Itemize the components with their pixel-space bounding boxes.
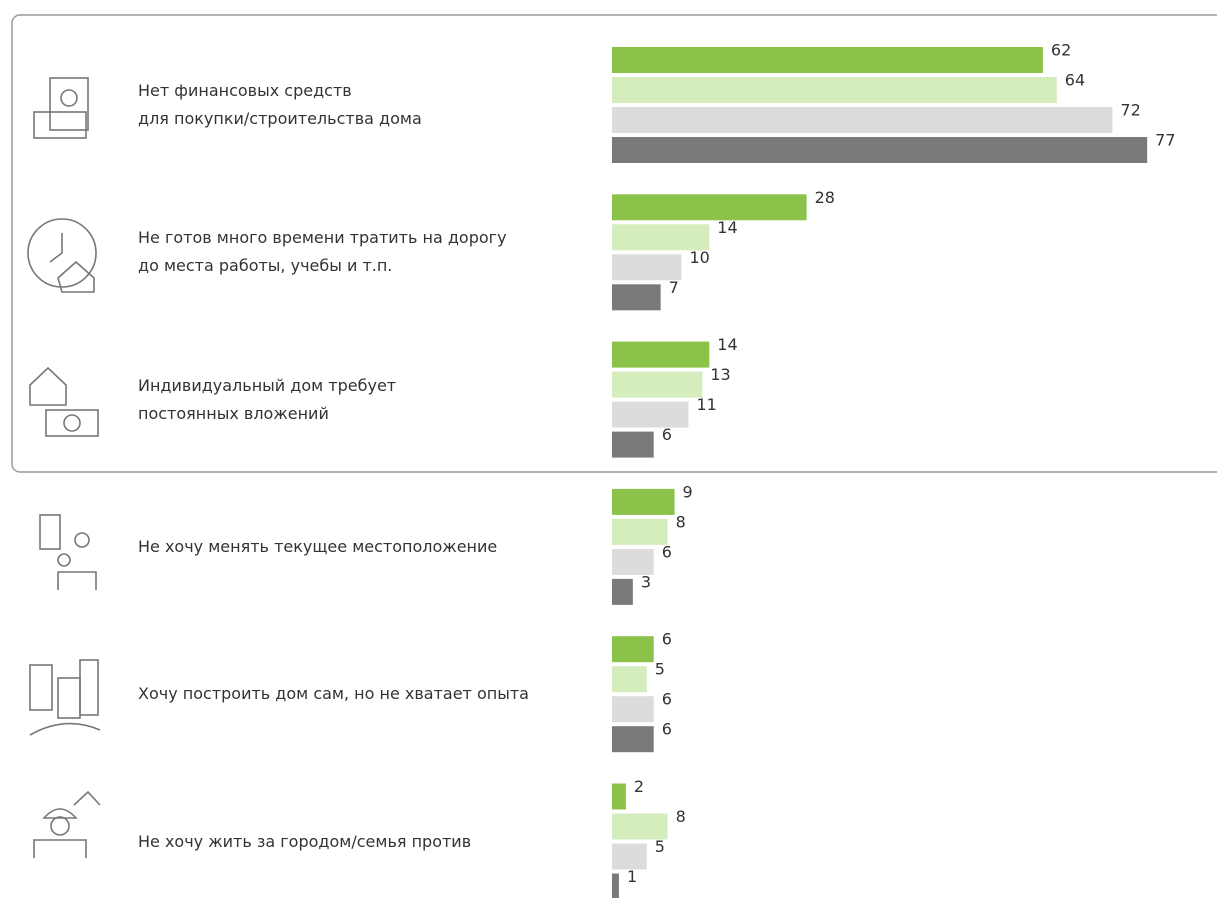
group-frame [11, 14, 1217, 473]
value-label: 6 [662, 720, 672, 739]
bar [612, 284, 661, 311]
bar [612, 813, 668, 840]
value-label: 77 [1155, 131, 1175, 150]
category-label: Не готов много времени тратить на дорогу… [138, 228, 507, 276]
category-label: Нет финансовых средств для покупки/строи… [138, 81, 422, 128]
bar [612, 77, 1057, 103]
icon-house-money [29, 366, 99, 437]
bar [612, 341, 710, 368]
value-label: 2 [634, 777, 644, 796]
value-label: 6 [662, 690, 672, 709]
bar [612, 371, 703, 398]
icon-money [33, 77, 89, 139]
value-label: 14 [717, 335, 737, 354]
value-label: 28 [815, 188, 835, 207]
bar [612, 194, 807, 221]
value-label: 9 [683, 482, 693, 501]
value-label: 6 [662, 425, 672, 444]
value-label: 6 [662, 630, 672, 649]
icon-city [29, 659, 101, 736]
category-label: Не хочу менять текущее местоположение [138, 536, 498, 556]
value-label: 5 [655, 660, 665, 679]
bar [612, 783, 626, 810]
value-label: 8 [676, 512, 686, 531]
bar [612, 224, 710, 251]
bar [612, 578, 633, 605]
value-label: 62 [1051, 41, 1071, 60]
bar [612, 518, 668, 545]
value-label: 72 [1120, 101, 1140, 120]
icon-family [39, 514, 97, 590]
bar [612, 488, 675, 515]
bar [612, 137, 1148, 163]
bar [612, 843, 647, 870]
bar [612, 47, 1043, 73]
value-label: 1 [627, 867, 637, 886]
bar [612, 636, 654, 663]
bar [612, 548, 654, 575]
bar [612, 726, 654, 753]
icon-clock-house [27, 218, 97, 293]
value-label: 8 [676, 807, 686, 826]
value-label: 10 [690, 248, 710, 267]
value-label: 14 [717, 218, 737, 237]
bar [612, 254, 682, 281]
value-label: 7 [669, 278, 679, 297]
value-label: 11 [696, 395, 716, 414]
value-label: 5 [655, 837, 665, 856]
value-label: 3 [641, 572, 651, 591]
bar [612, 696, 654, 723]
category-label: Индивидуальный дом требует постоянных вл… [138, 375, 397, 423]
bar [612, 873, 619, 898]
category-label: Хочу построить дом сам, но не хватает оп… [138, 684, 529, 704]
bar [612, 431, 654, 458]
bar [612, 401, 689, 428]
value-label: 13 [710, 365, 730, 384]
value-label: 6 [662, 542, 672, 561]
bar [612, 666, 647, 693]
value-label: 64 [1065, 71, 1085, 90]
category-label: Не хочу жить за городом/семья против [138, 831, 472, 851]
icon-builder [33, 790, 101, 858]
bar [612, 107, 1113, 133]
